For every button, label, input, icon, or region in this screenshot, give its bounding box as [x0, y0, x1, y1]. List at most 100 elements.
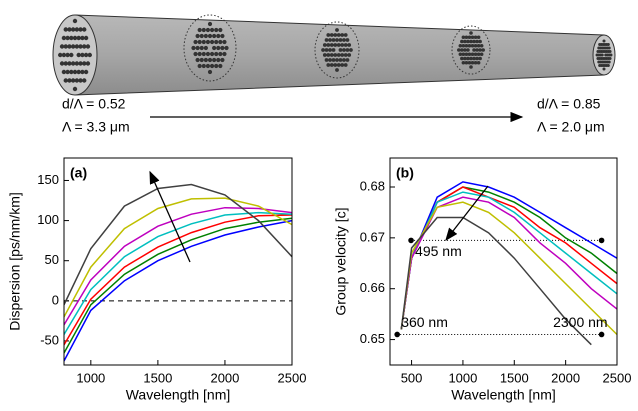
air-hole: [203, 45, 208, 51]
right-param: d/Λ = 0.85: [537, 96, 601, 112]
air-hole: [475, 39, 479, 44]
air-hole: [199, 57, 204, 63]
air-hole: [82, 61, 87, 66]
air-hole: [82, 27, 87, 32]
x-tick-label: 1000: [448, 370, 477, 385]
x-axis-label: Wavelength [nm]: [126, 387, 231, 403]
air-hole: [326, 53, 331, 57]
air-hole: [466, 48, 470, 52]
air-hole: [335, 28, 339, 32]
air-hole: [461, 35, 466, 40]
air-hole: [326, 63, 331, 67]
x-tick-label: 2500: [603, 370, 632, 385]
air-hole: [205, 51, 211, 57]
air-hole: [218, 51, 223, 57]
air-hole: [218, 27, 223, 33]
air-hole: [193, 39, 198, 45]
air-hole: [335, 38, 339, 42]
air-hole: [203, 57, 208, 63]
air-hole: [58, 52, 63, 58]
air-hole: [609, 53, 613, 57]
air-hole: [607, 46, 611, 50]
air-hole: [343, 33, 348, 37]
air-hole: [343, 63, 348, 67]
air-hole: [463, 48, 467, 52]
air-hole: [193, 51, 198, 57]
air-hole: [329, 33, 334, 37]
air-hole: [203, 33, 208, 39]
x-tick-label: 2500: [278, 370, 307, 385]
x-tick-label: 1500: [143, 370, 172, 385]
air-hole: [473, 60, 478, 65]
air-hole: [458, 43, 463, 48]
y-tick-label: 0.66: [360, 280, 385, 295]
air-hole: [326, 43, 331, 47]
air-hole: [76, 35, 81, 41]
x-axis-label: Wavelength [nm]: [451, 387, 556, 403]
x-tick-label: 2000: [210, 370, 239, 385]
y-axis-label: Group velocity [c]: [333, 207, 349, 315]
air-hole: [336, 53, 341, 57]
plot-frame: [389, 157, 618, 366]
air-hole: [69, 69, 74, 75]
air-hole: [461, 43, 466, 48]
air-hole: [195, 57, 200, 63]
air-hole: [602, 39, 606, 43]
x-tick-label: 500: [401, 370, 423, 385]
x-tick-label: 1000: [76, 370, 105, 385]
air-hole: [83, 35, 89, 41]
air-hole: [345, 58, 350, 62]
air-hole: [322, 53, 327, 57]
air-hole: [72, 69, 78, 75]
cross-section: [314, 21, 360, 79]
air-hole: [461, 60, 466, 65]
y-tick-label: -50: [40, 332, 59, 347]
air-hole: [335, 58, 339, 62]
fiber-diagram: d/Λ = 0.52 Λ = 3.3 μm d/Λ = 0.85 Λ = 2.0…: [52, 14, 616, 135]
air-hole: [61, 35, 67, 41]
air-hole: [83, 69, 89, 75]
air-hole: [67, 27, 72, 32]
air-hole: [324, 48, 329, 52]
air-hole: [218, 63, 223, 69]
air-hole: [457, 48, 461, 52]
air-hole: [340, 33, 345, 37]
air-hole: [80, 52, 85, 58]
air-hole: [216, 45, 221, 51]
y-tick-label: 0: [52, 292, 59, 307]
air-hole: [476, 52, 481, 57]
air-hole: [333, 63, 338, 67]
air-hole: [197, 63, 202, 69]
air-hole: [324, 58, 329, 62]
air-hole: [224, 45, 229, 51]
air-hole: [463, 56, 467, 61]
air-hole: [607, 60, 611, 64]
air-hole: [336, 43, 341, 47]
series-line: [64, 206, 292, 326]
air-hole: [326, 33, 331, 37]
air-hole: [78, 61, 83, 66]
air-hole: [469, 56, 473, 61]
air-hole: [345, 38, 350, 42]
air-hole: [343, 43, 348, 47]
right-param: Λ = 2.0 μm: [537, 119, 605, 135]
air-hole: [201, 63, 206, 69]
air-hole: [478, 39, 482, 44]
air-hole: [65, 35, 70, 41]
air-hole: [476, 43, 481, 48]
panel-label: (a): [70, 165, 87, 181]
air-hole: [85, 61, 91, 66]
air-hole: [342, 48, 346, 52]
air-hole: [65, 52, 70, 58]
fiber-end: [52, 14, 98, 96]
air-hole: [345, 48, 350, 52]
air-hole: [70, 78, 76, 83]
air-hole: [466, 39, 470, 44]
air-hole: [469, 65, 473, 69]
air-hole: [83, 52, 89, 58]
air-hole: [209, 27, 215, 33]
air-hole: [472, 39, 476, 44]
air-hole: [464, 52, 469, 57]
air-hole: [460, 39, 464, 44]
air-hole: [608, 50, 612, 53]
